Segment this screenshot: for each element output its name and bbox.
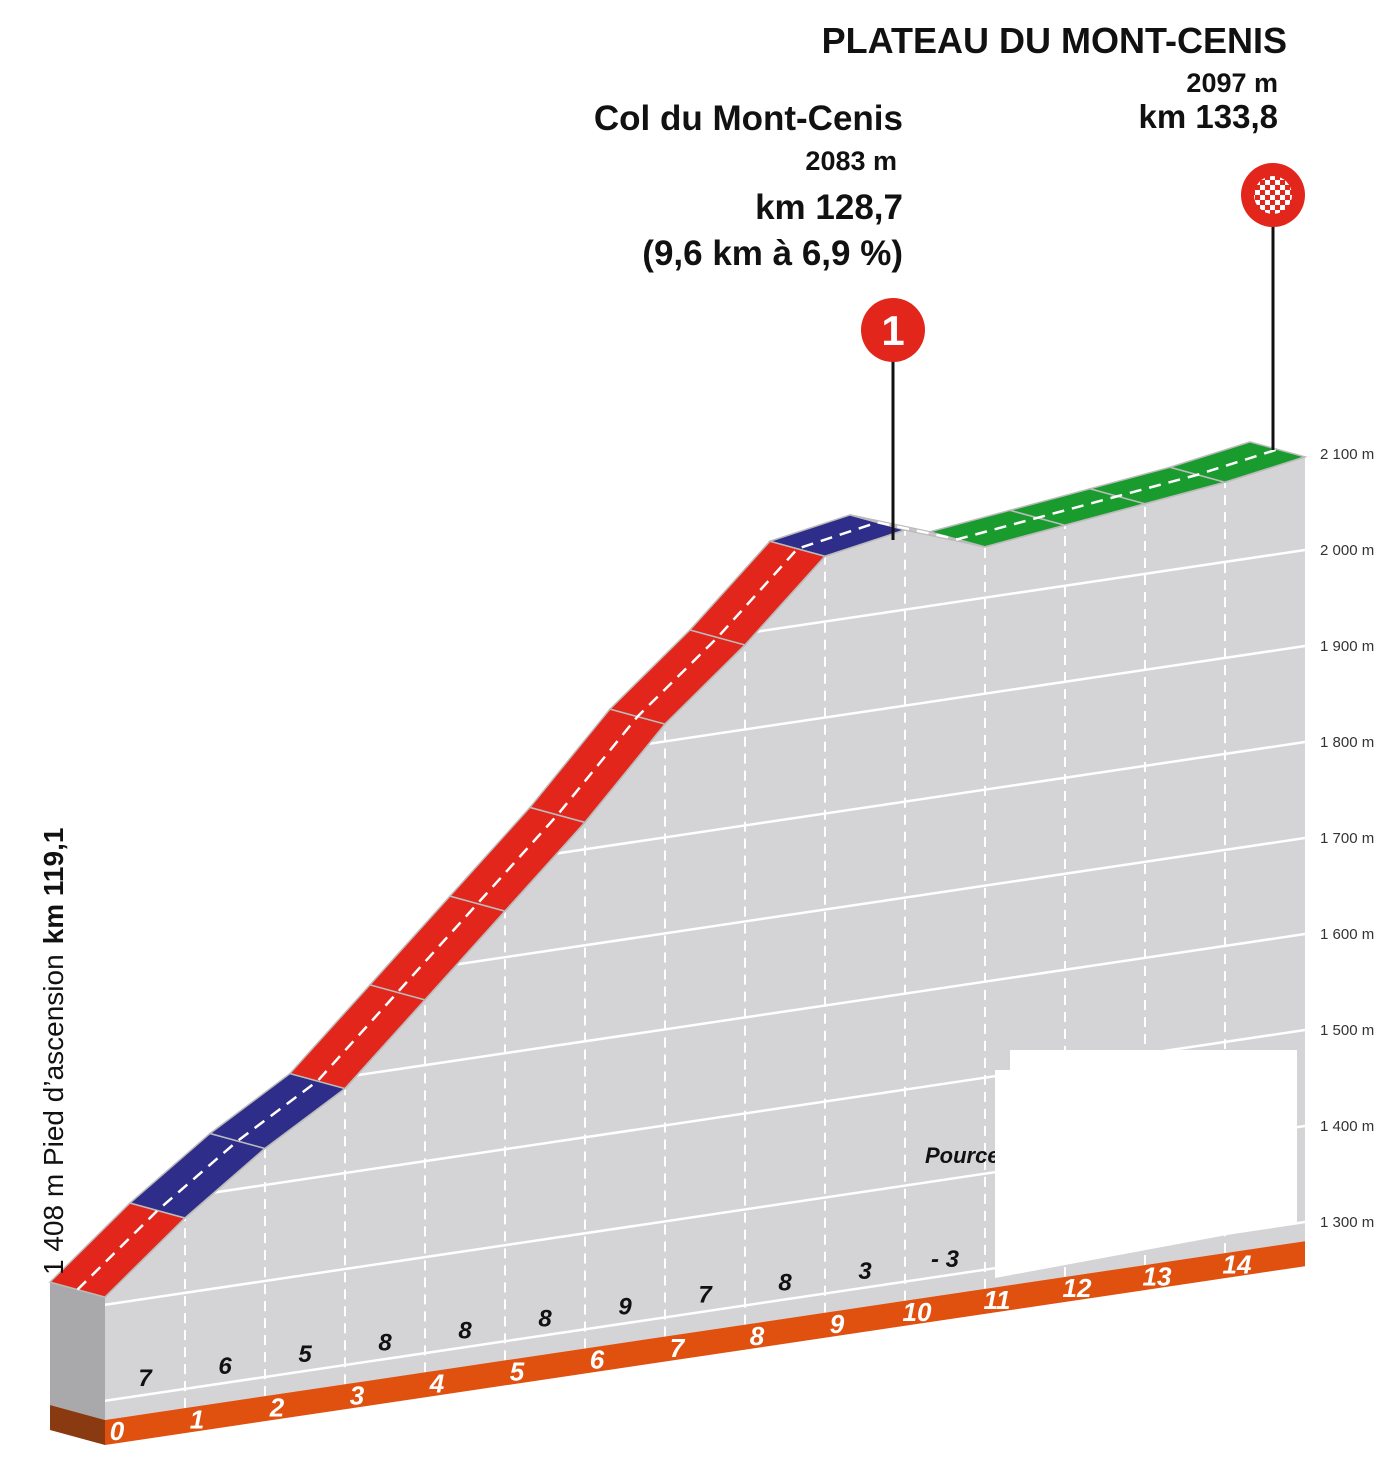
cover	[995, 1050, 1297, 1278]
summit-detail: (9,6 km à 6,9 %)	[642, 234, 903, 273]
gradient-label: 8	[778, 1270, 792, 1297]
summit-badge	[861, 298, 925, 362]
gradient-label: 5	[298, 1341, 312, 1368]
y-tick-label: 1 300 m	[1320, 1214, 1374, 1231]
gradient-label: - 3	[931, 1246, 960, 1273]
gradient-label: 8	[458, 1317, 472, 1344]
km-label: 1	[190, 1404, 204, 1434]
gradient-label: 8	[378, 1329, 392, 1356]
gradient-label: 7	[138, 1365, 153, 1392]
left-base	[50, 1405, 105, 1445]
km-label: 13	[1143, 1261, 1172, 1291]
km-label: 3	[350, 1380, 365, 1410]
base-band	[105, 1241, 1305, 1445]
y-tick-label: 2 100 m	[1320, 446, 1374, 463]
y-tick-label: 1 400 m	[1320, 1118, 1374, 1135]
y-tick-label: 1 900 m	[1320, 638, 1374, 655]
finish-name: PLATEAU DU MONT-CENIS	[822, 20, 1287, 61]
km-label: 2	[269, 1392, 285, 1422]
finish-flag	[1254, 176, 1292, 214]
km-label: 10	[903, 1297, 932, 1327]
summit-name: Col du Mont-Cenis	[594, 99, 903, 138]
gradient-label: 7	[698, 1282, 713, 1309]
km-label: 5	[510, 1357, 525, 1387]
center-dash	[76, 448, 1278, 1291]
y-tick-label: 1 500 m	[1320, 1022, 1374, 1039]
finish-km: km 133,8	[1139, 98, 1278, 135]
gradient-label: 8	[538, 1305, 552, 1332]
gradient-label: 3	[858, 1258, 872, 1285]
start-label: 1 408 m Pied d’ascension km 119,1	[38, 828, 69, 1275]
gradient-label: 6	[218, 1353, 232, 1380]
km-label: 9	[830, 1309, 845, 1339]
finish-altitude: 2097 m	[1186, 68, 1278, 98]
start-altitude: 1 408 m Pied d’ascension	[38, 954, 69, 1275]
left-face	[50, 1282, 105, 1420]
km-label: 11	[984, 1285, 1011, 1315]
km-label: 4	[429, 1369, 445, 1399]
profile-line	[104, 456, 1306, 1298]
legend-fragment: Pource	[925, 1143, 1000, 1168]
summit-km: km 128,7	[755, 188, 903, 227]
km-label: 6	[590, 1345, 605, 1375]
km-label: 0	[110, 1416, 125, 1446]
y-tick-label: 2 000 m	[1320, 542, 1374, 559]
y-tick-label: 1 800 m	[1320, 734, 1374, 751]
summit-altitude: 2083 m	[805, 146, 897, 176]
km-label: 7	[670, 1333, 686, 1363]
km-label: 12	[1063, 1273, 1092, 1303]
y-tick-label: 1 700 m	[1320, 830, 1374, 847]
plot: 1 300 m 1 400 m 1 500 m 1 600 m 1 700 m 1 800…	[48, 441, 1374, 1446]
y-tick-label: 1 600 m	[1320, 926, 1374, 943]
km-label: 8	[750, 1321, 765, 1351]
gradient-label: 9	[618, 1294, 632, 1321]
start-km: km 119,1	[38, 828, 69, 945]
km-label: 14	[1223, 1249, 1252, 1279]
summit-category: 1	[881, 307, 904, 354]
